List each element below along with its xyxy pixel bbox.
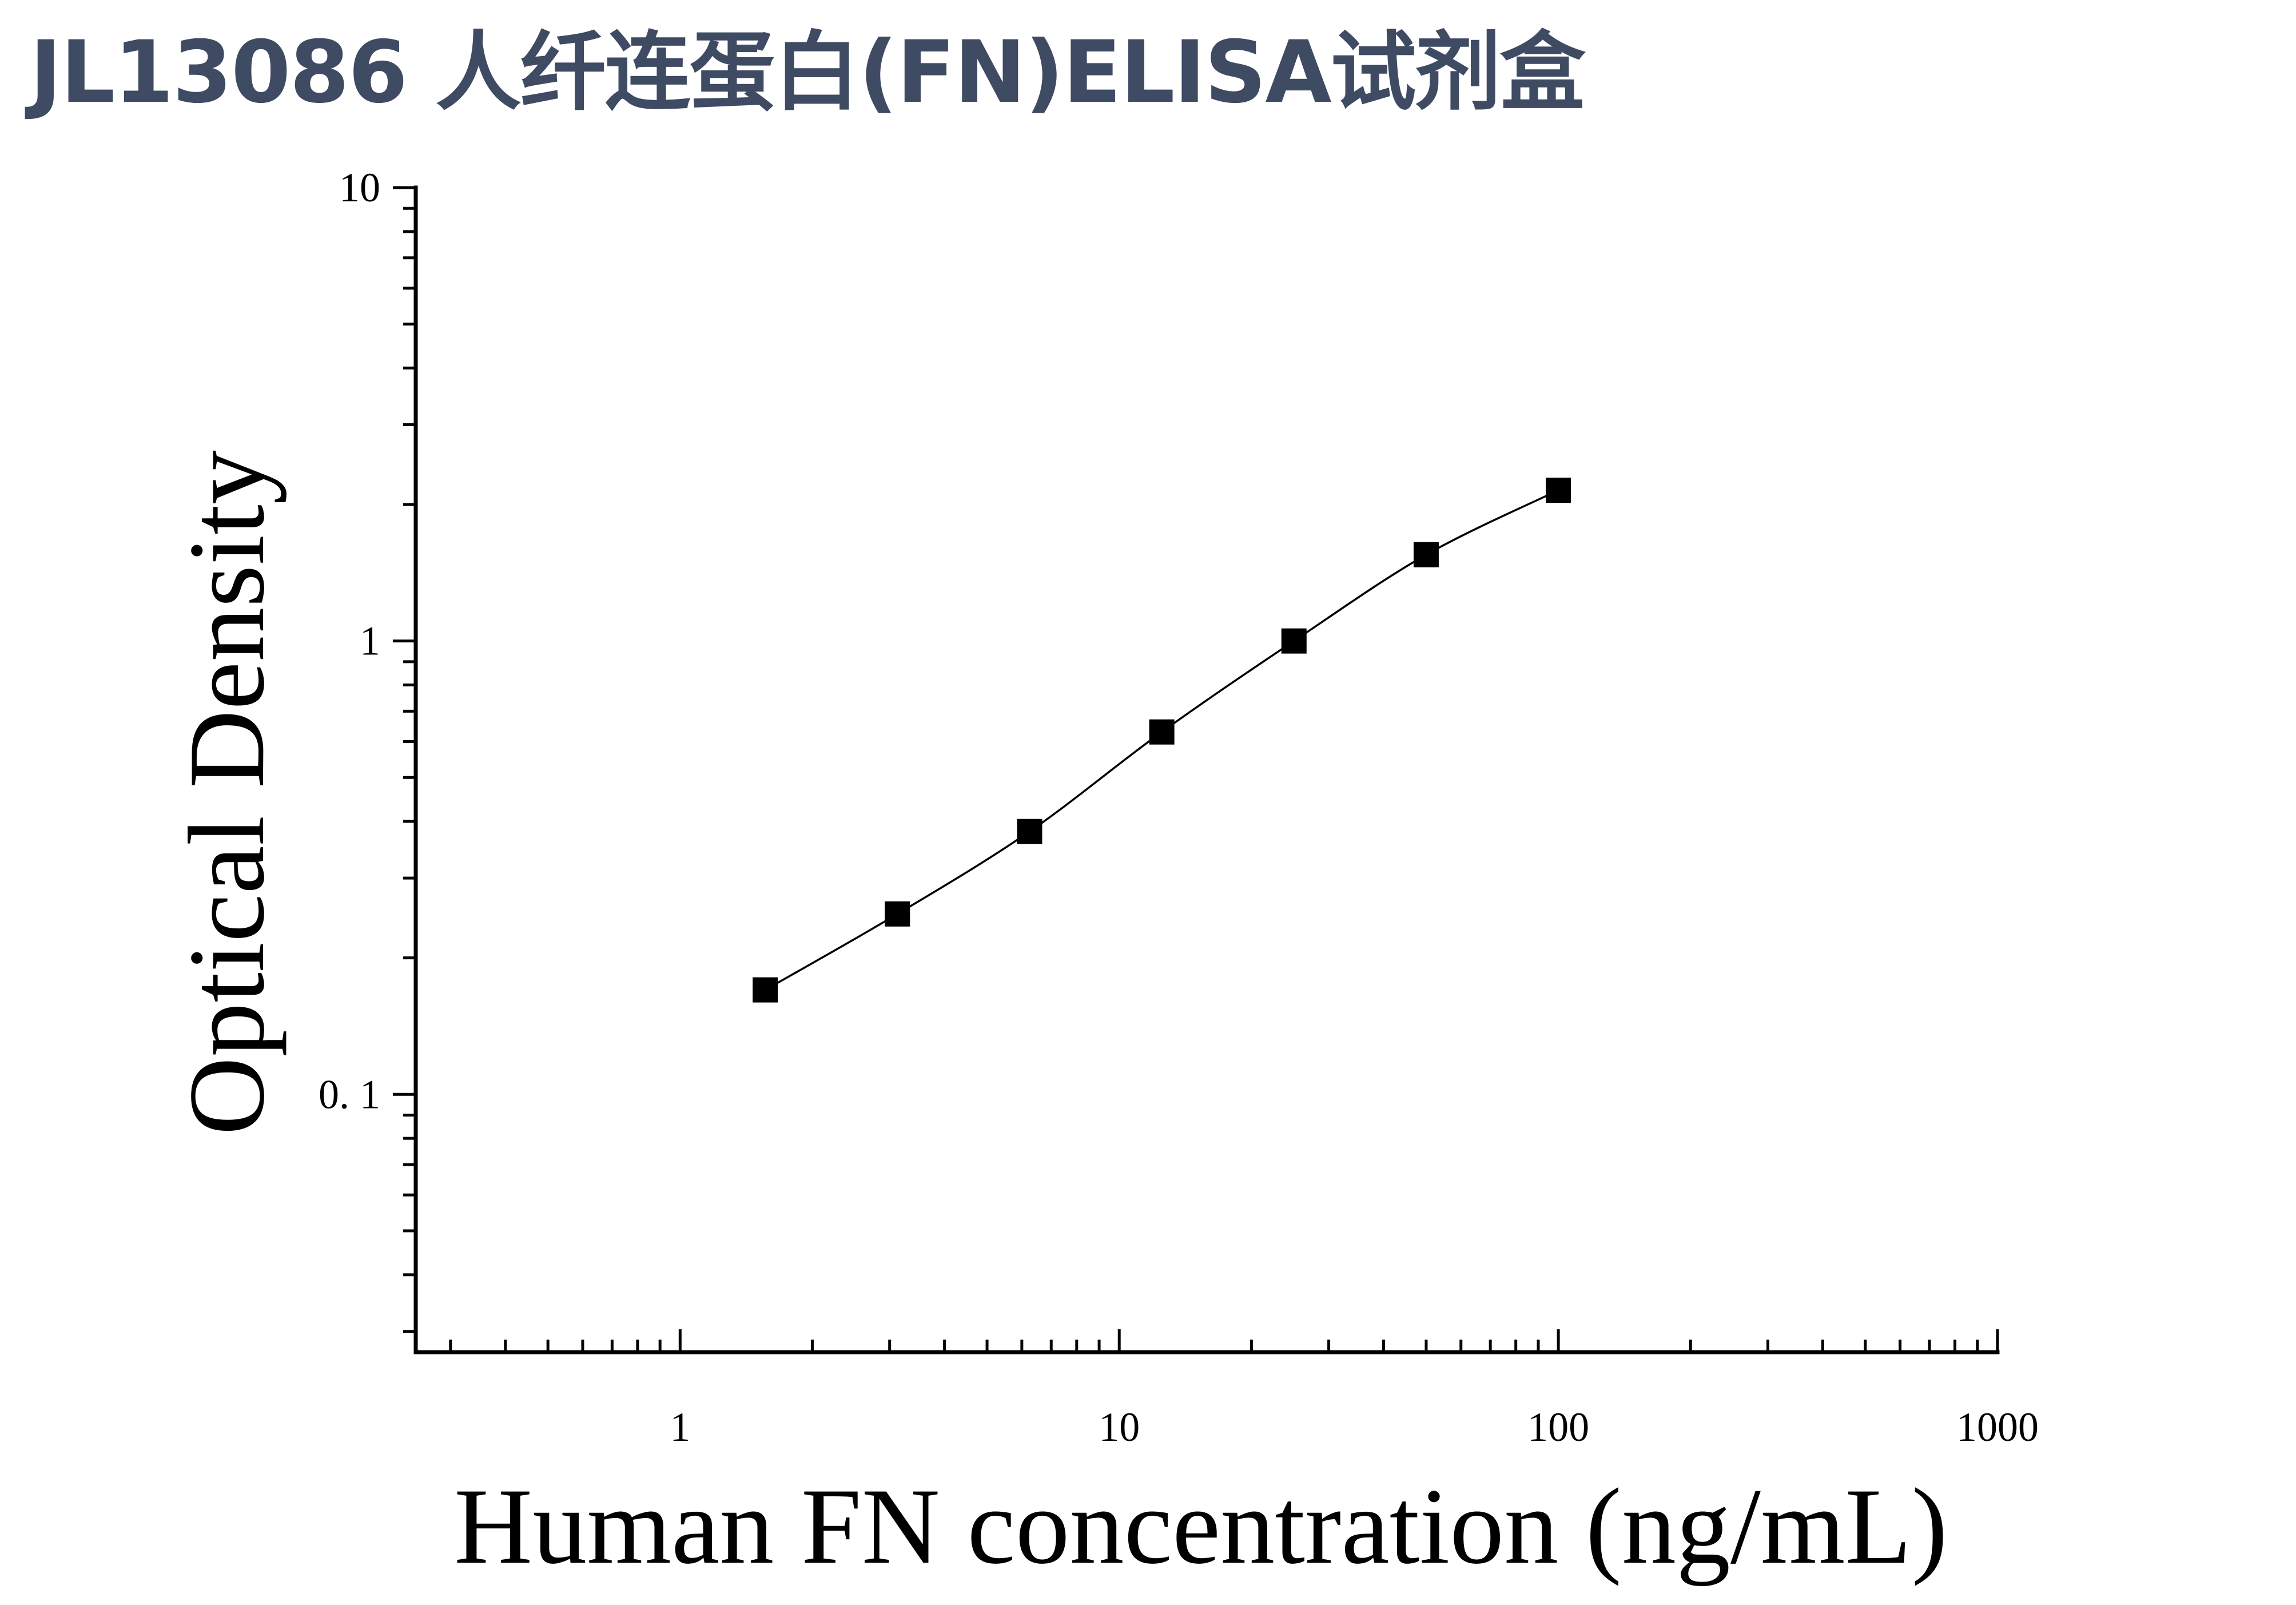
y-axis-title: Optical Density <box>167 450 287 1135</box>
data-point-marker <box>1281 628 1307 654</box>
data-point-marker <box>1546 478 1571 503</box>
x-tick-label: 1 <box>670 1404 690 1450</box>
x-tick-label: 100 <box>1527 1404 1589 1450</box>
x-axis-title: Human FN concentration (ng/mL) <box>454 1467 1948 1587</box>
y-tick-label: 1 <box>360 618 380 664</box>
page-title: JL13086 人纤连蛋白(FN)ELISA试剂盒 <box>30 23 1586 122</box>
axes <box>393 185 2000 1354</box>
data-point-marker <box>1413 542 1439 567</box>
axis-labels: 1 10 100 1000 0. 1 1 10 Human FN concentration … <box>167 165 2039 1587</box>
data-point-marker <box>1149 719 1175 745</box>
x-tick-label: 10 <box>1099 1404 1140 1450</box>
data-point-marker <box>1017 819 1042 844</box>
x-tick-label: 1000 <box>1956 1404 2039 1450</box>
y-tick-label: 0. 1 <box>319 1071 380 1117</box>
y-tick-label: 10 <box>339 165 380 210</box>
data-point-marker <box>885 901 910 927</box>
data-point-marker <box>753 977 778 1003</box>
data-points <box>753 478 1571 1003</box>
